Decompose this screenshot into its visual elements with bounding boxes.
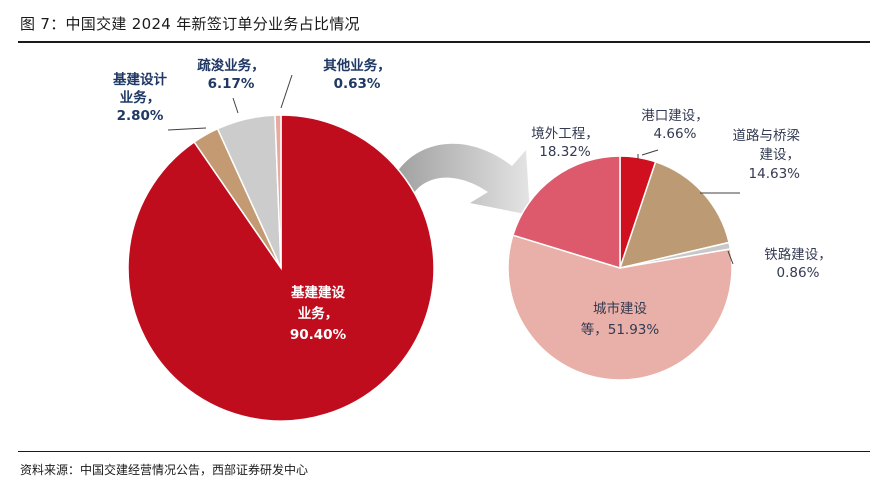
sub-pie-label-0: 港口建设， 4.66% xyxy=(641,108,709,142)
bottom-rule xyxy=(18,451,870,452)
leader-line-1 xyxy=(232,97,239,114)
main-pie-slice-3 xyxy=(274,114,282,269)
figure-title: 图 7：中国交建 2024 年新签订单分业务占比情况 xyxy=(20,15,360,33)
main-pie-label-1: 基建设计业务， 2.80% xyxy=(113,71,167,124)
sub-pie xyxy=(507,155,733,381)
leader-lines xyxy=(167,74,740,265)
sub-pie-label-1: 道路与桥梁建设， 14.63% xyxy=(733,128,801,182)
sub-pie-label-3: 城市建设等，51.93% xyxy=(581,300,660,338)
slice-labels: 基建建设业务， 90.40% 基建设计业务， 2.80% 疏浚业务， 6.17% 其他业务，… xyxy=(113,57,832,343)
sub-pie-label-2: 铁路建设， 0.86% xyxy=(764,247,832,281)
sub-pie-slice-4 xyxy=(511,155,621,270)
connector-arrow xyxy=(384,143,530,215)
source-note: 资料来源：中国交建经营情况公告，西部证券研发中心 xyxy=(20,463,309,477)
leader-line-0 xyxy=(167,127,207,131)
main-pie-label-2: 疏浚业务， 6.17% xyxy=(197,57,265,92)
leader-line-2 xyxy=(280,74,293,109)
main-pie xyxy=(127,114,435,422)
main-pie-label-3: 其他业务， 0.63% xyxy=(323,57,391,92)
main-pie-label-0: 基建建设业务， 90.40% xyxy=(290,284,347,343)
leader-line-7 xyxy=(727,250,734,265)
sub-pie-label-4: 境外工程， 18.32% xyxy=(531,126,599,160)
leader-line-4 xyxy=(641,149,659,156)
sub-pie-slice-3 xyxy=(507,234,733,381)
top-rule xyxy=(18,41,870,43)
